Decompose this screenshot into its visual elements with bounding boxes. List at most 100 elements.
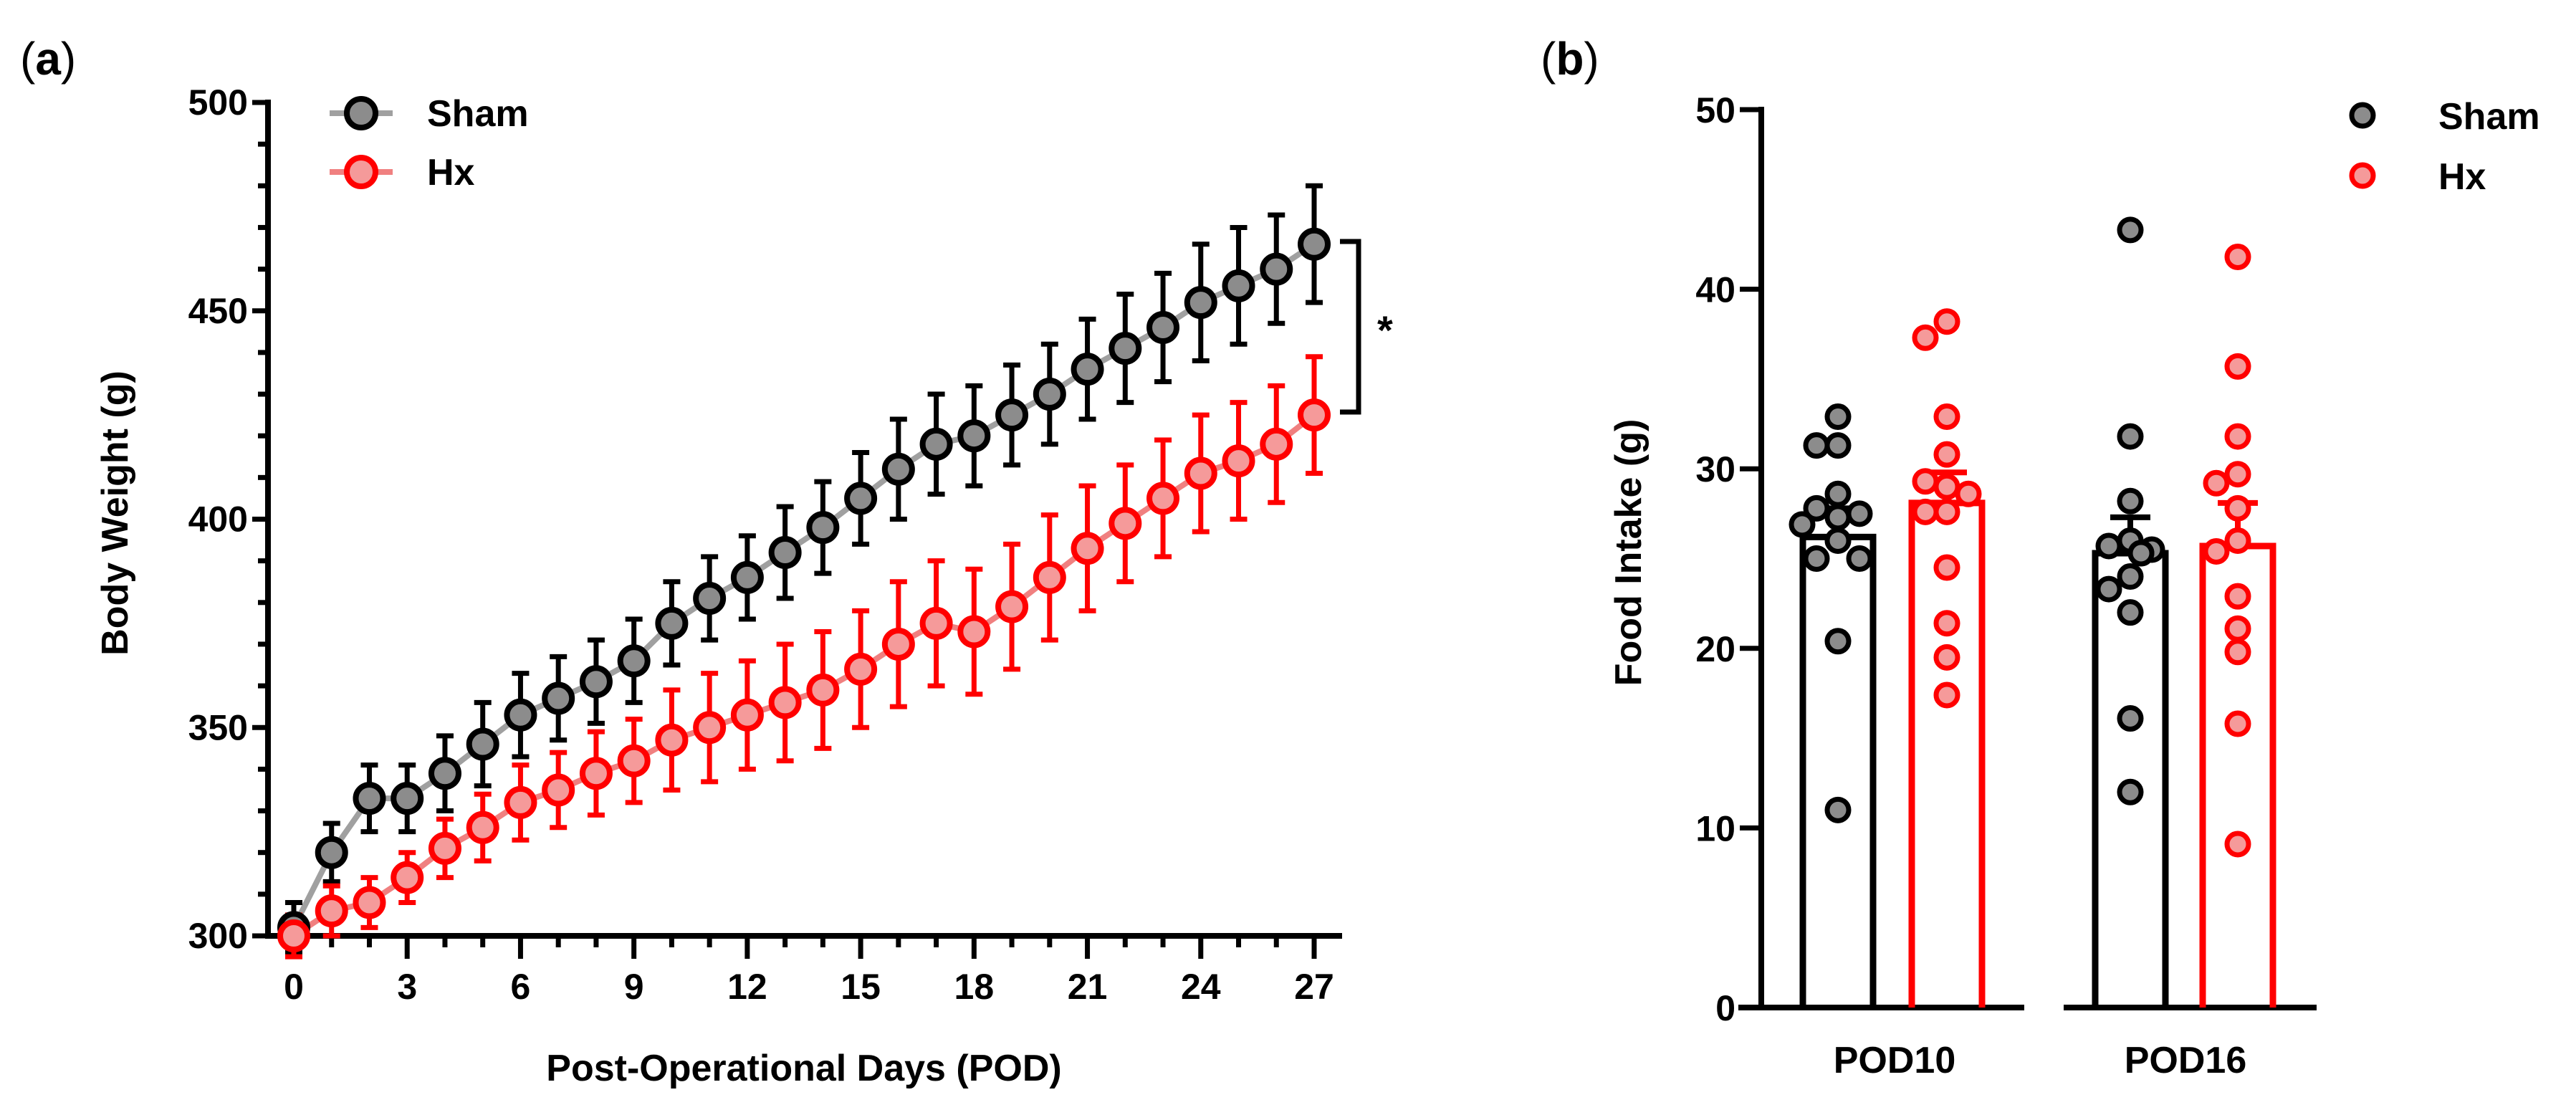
x-tick-label: 12	[727, 967, 767, 1007]
x-tick-label: 24	[1181, 967, 1221, 1007]
y-tick-label-b: 50	[1695, 90, 1735, 130]
data-point-sham	[881, 452, 915, 486]
x-tick-label: 0	[284, 967, 304, 1007]
data-point-hx	[1933, 308, 1960, 335]
y-tick-label-b: 40	[1695, 270, 1735, 310]
x-axis-title-a: Post-Operational Days (POD)	[546, 1048, 1061, 1089]
data-point-hx	[315, 894, 348, 928]
data-point-hx	[2224, 243, 2251, 270]
data-point-hx	[2203, 469, 2230, 497]
data-point-hx	[1146, 482, 1180, 515]
data-point-hx	[1260, 427, 1293, 461]
data-point-sham	[1803, 545, 1830, 572]
data-point-sham	[2117, 705, 2144, 732]
category-label: POD10	[1834, 1040, 1956, 1081]
data-point-sham	[1824, 527, 1852, 554]
x-tick-label: 15	[841, 967, 881, 1007]
panel-a-label: (a)	[20, 33, 76, 85]
data-point-sham	[2117, 487, 2144, 515]
data-point-hx	[2224, 583, 2251, 610]
data-point-sham	[995, 398, 1029, 432]
y-tick-label: 500	[188, 82, 248, 123]
data-point-sham	[1803, 494, 1830, 522]
data-point-hx	[1912, 468, 1939, 495]
data-point-sham	[1071, 353, 1104, 386]
data-point-sham	[1824, 628, 1852, 655]
data-point-hx	[2224, 527, 2251, 554]
legend-label-hx-b: Hx	[2438, 156, 2486, 198]
series-line-hx	[292, 412, 1316, 939]
x-tick-label: 27	[1294, 967, 1334, 1007]
x-tick-label: 21	[1068, 967, 1108, 1007]
data-point-hx	[2224, 615, 2251, 642]
data-point-hx	[919, 606, 953, 640]
data-point-hx	[1912, 498, 1939, 525]
data-point-hx	[693, 711, 727, 745]
data-point-sham	[391, 782, 424, 815]
y-axis-title-a: Body Weight (g)	[95, 370, 136, 656]
data-point-sham	[2095, 575, 2122, 603]
data-point-hx	[806, 673, 840, 707]
data-point-hx	[542, 773, 575, 807]
panel-b-label: (b)	[1541, 33, 1599, 85]
y-tick-label-b: 10	[1695, 808, 1735, 848]
data-point-hx	[391, 861, 424, 894]
data-point-sham	[844, 482, 878, 515]
data-point-hx	[579, 757, 613, 790]
data-point-sham	[806, 511, 840, 545]
data-point-sham	[542, 681, 575, 715]
data-point-sham	[2117, 563, 2144, 590]
data-point-hx	[2224, 423, 2251, 450]
legend-label-hx: Hx	[427, 152, 475, 193]
legend-label-sham: Sham	[427, 93, 529, 135]
data-point-sham	[428, 757, 461, 790]
data-point-hx	[995, 590, 1029, 623]
legend-b: Sham Hx	[2349, 96, 2540, 198]
data-point-sham	[2117, 599, 2144, 626]
data-point-sham	[1803, 432, 1830, 459]
data-point-sham	[1222, 269, 1255, 302]
data-point-sham	[2117, 778, 2144, 805]
data-point-sham	[2127, 540, 2155, 567]
data-point-hx	[1071, 532, 1104, 565]
data-point-sham	[1146, 311, 1180, 345]
data-point-sham	[1824, 504, 1852, 531]
data-point-hx	[428, 831, 461, 865]
data-point-hx	[2224, 494, 2251, 522]
data-point-hx	[1933, 441, 1960, 468]
data-point-hx	[1933, 403, 1960, 431]
data-point-sham	[957, 419, 991, 453]
x-tick-label: 6	[511, 967, 531, 1007]
data-point-sham	[579, 665, 613, 699]
y-tick-label-b: 0	[1715, 988, 1735, 1028]
data-point-hx	[844, 652, 878, 686]
data-point-sham	[693, 581, 727, 615]
panel-b-plot: 0 10 20 30 40 50 POD10 POD16	[1695, 90, 2317, 1081]
data-point-hx	[1933, 643, 1960, 671]
legend-label-sham-b: Sham	[2438, 96, 2540, 138]
data-point-hx	[730, 698, 764, 732]
data-point-hx	[2224, 710, 2251, 737]
significance-bracket	[1340, 239, 1361, 415]
data-point-sham	[2095, 532, 2122, 560]
bar-hx-POD16	[2199, 542, 2276, 1008]
data-point-sham	[1846, 500, 1873, 527]
data-point-sham	[1260, 252, 1293, 286]
data-point-hx	[1955, 480, 1982, 507]
data-point-hx	[1933, 681, 1960, 709]
data-point-sham	[768, 536, 802, 570]
data-point-hx	[617, 744, 651, 778]
legend-marker-hx	[344, 155, 378, 189]
y-tick-label: 400	[188, 499, 248, 540]
data-point-sham	[919, 427, 953, 461]
data-point-sham	[353, 782, 386, 815]
data-point-hx	[2224, 831, 2251, 858]
data-point-sham	[504, 698, 537, 732]
data-point-hx	[353, 886, 386, 919]
data-point-sham	[1109, 332, 1142, 365]
data-point-hx	[466, 810, 499, 844]
data-point-sham	[730, 560, 764, 594]
legend-marker-sham	[344, 96, 378, 130]
data-point-hx	[655, 723, 689, 757]
data-point-hx	[1033, 560, 1066, 594]
